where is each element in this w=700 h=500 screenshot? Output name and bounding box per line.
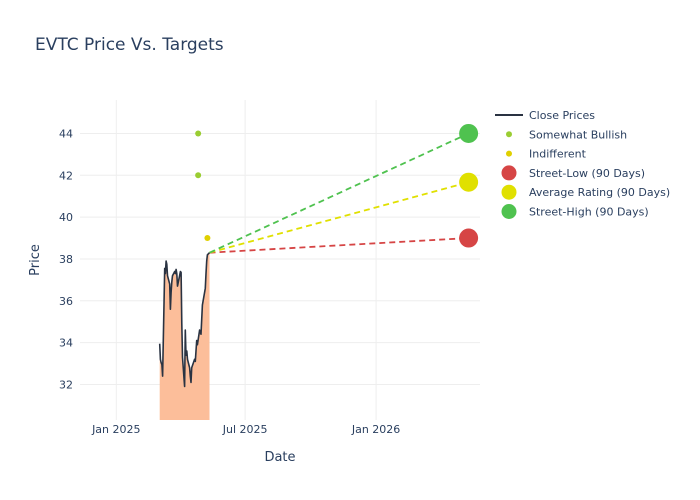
indifferent-point xyxy=(204,235,211,242)
legend-indifferent-swatch xyxy=(506,150,512,157)
target-lines xyxy=(209,132,469,254)
target-markers xyxy=(459,123,479,248)
legend-indifferent-label: Indifferent xyxy=(529,148,587,161)
y-tick-label: 34 xyxy=(59,337,73,350)
close-price-line xyxy=(158,252,211,388)
legend-average-rating-90-days-label: Average Rating (90 Days) xyxy=(529,186,670,199)
legend-somewhat-bullish-swatch xyxy=(506,131,512,138)
legend-street-high-90-days-label: Street-High (90 Days) xyxy=(529,206,649,219)
y-tick-label: 40 xyxy=(59,211,73,224)
average-rating-90-days-line xyxy=(209,181,469,254)
x-axis-title: Date xyxy=(264,450,295,465)
y-axis-ticks: 32 34 36 38 40 42 44 xyxy=(59,127,73,391)
x-axis-ticks: Jan 2025 Jul 2025 Jan 2026 xyxy=(91,423,400,436)
legend-somewhat-bullish-label: Somewhat Bullish xyxy=(529,128,627,141)
x-tick-label: Jan 2025 xyxy=(91,423,140,436)
close-price-fill xyxy=(159,252,210,420)
legend-street-low-90-days-swatch xyxy=(501,165,517,181)
y-tick-label: 36 xyxy=(59,295,73,308)
y-tick-label: 42 xyxy=(59,169,73,182)
street-low-90-days-line xyxy=(209,237,469,254)
y-tick-label: 38 xyxy=(59,253,73,266)
close-price-line-group xyxy=(158,252,211,388)
legend-street-high-90-days-swatch xyxy=(501,204,517,219)
close-price-area xyxy=(159,252,210,420)
grid xyxy=(80,100,480,420)
legend-close-prices-label: Close Prices xyxy=(529,109,595,122)
y-axis-title: Price xyxy=(28,244,43,276)
somewhat-bullish-point xyxy=(195,130,202,137)
street-low-90-days-marker xyxy=(459,228,479,248)
chart-title: EVTC Price Vs. Targets xyxy=(35,35,224,55)
legend-street-low-90-days-label: Street-Low (90 Days) xyxy=(529,167,645,180)
street-high-90-days-line xyxy=(209,132,469,254)
average-rating-90-days-marker xyxy=(459,172,479,192)
x-tick-label: Jul 2025 xyxy=(222,423,268,436)
y-tick-label: 32 xyxy=(59,378,73,391)
somewhat-bullish-point xyxy=(195,172,202,179)
legend-average-rating-90-days-swatch xyxy=(501,184,517,200)
street-high-90-days-marker xyxy=(459,123,479,143)
legend: Close Prices Somewhat Bullish Indifferent S… xyxy=(495,109,670,219)
x-tick-label: Jan 2026 xyxy=(351,423,400,436)
y-tick-label: 44 xyxy=(59,127,73,140)
analyst-rating-points xyxy=(195,130,211,242)
